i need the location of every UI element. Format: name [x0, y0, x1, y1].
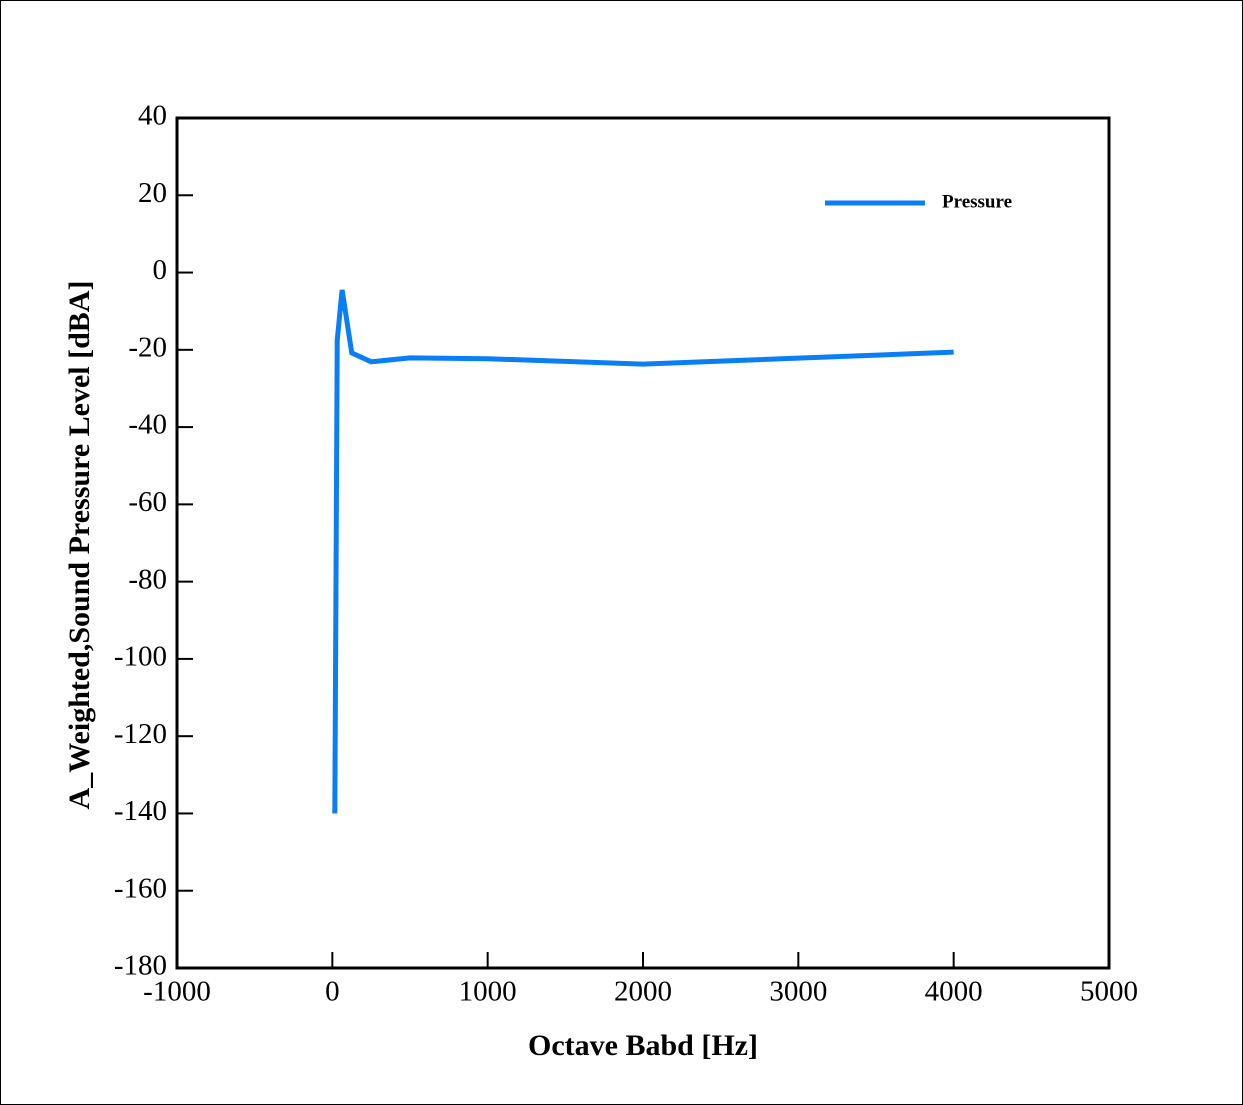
y-tick-label: 40	[138, 100, 167, 132]
x-tick-label: 1000	[459, 976, 517, 1008]
y-tick-label: -100	[114, 641, 167, 673]
y-tick-label: -160	[114, 872, 167, 904]
x-tick-label: 2000	[614, 976, 672, 1008]
x-tick-label: -1000	[143, 976, 211, 1008]
y-tick-label: -20	[128, 331, 167, 363]
x-tick-label: 5000	[1080, 976, 1138, 1008]
y-tick-label: -140	[114, 795, 167, 827]
x-tick-label: 3000	[769, 976, 827, 1008]
y-tick-label: -40	[128, 409, 167, 441]
series-line	[332, 289, 954, 814]
y-tick-label: -60	[128, 486, 167, 518]
y-tick-label: 0	[153, 254, 168, 286]
x-axis-title: Octave Babd [Hz]	[528, 1029, 758, 1062]
y-tick-label: -120	[114, 718, 167, 750]
x-tick-label: 0	[325, 976, 340, 1008]
y-tick-label: -180	[114, 950, 167, 982]
y-tick-label: 20	[138, 177, 167, 209]
legend-label: Pressure	[942, 191, 1012, 212]
x-tick-label: 4000	[925, 976, 983, 1008]
y-axis-title: A_Weighted,Sound Pressure Level [dBA]	[63, 281, 96, 810]
y-tick-label: -80	[128, 563, 167, 595]
